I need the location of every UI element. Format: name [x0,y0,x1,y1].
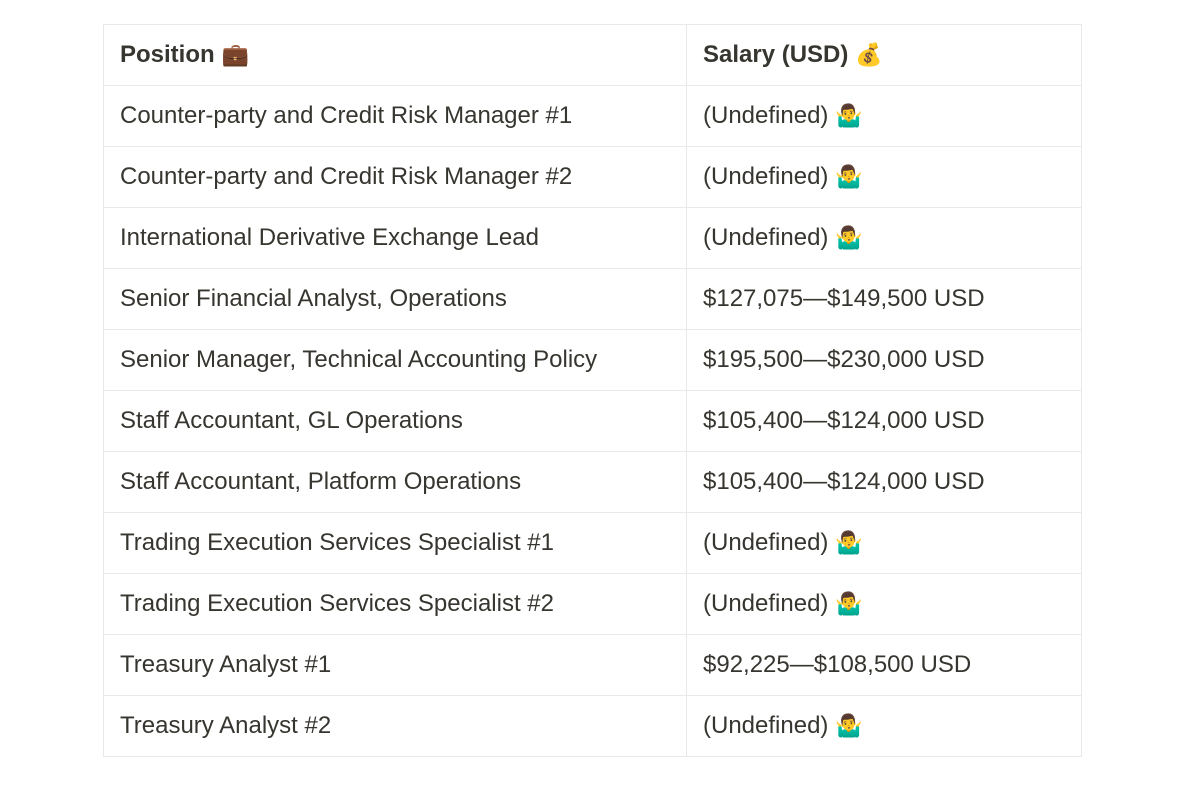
position-cell: Trading Execution Services Specialist #1 [103,512,687,574]
table-row: Staff Accountant, GL Operations $105,400—… [103,390,1082,452]
shrug-icon [835,530,862,556]
salary-cell: $127,075—$149,500 USD [686,268,1082,330]
table-body: Counter-party and Credit Risk Manager #1… [103,85,1082,757]
salary-text: $105,400—$124,000 USD [703,407,985,434]
position-text: Staff Accountant, Platform Operations [120,468,522,495]
salary-cell: (Undefined) [686,207,1082,269]
salary-text: (Undefined) [703,529,829,556]
table-header-row: Position Salary (USD) [103,24,1082,86]
salary-text: (Undefined) [703,102,829,129]
salary-cell: (Undefined) [686,85,1082,147]
position-cell: Staff Accountant, Platform Operations [103,451,687,513]
shrug-icon [835,225,862,251]
shrug-icon [835,713,862,739]
position-cell: Treasury Analyst #2 [103,695,687,757]
table-row: Trading Execution Services Specialist #2… [103,573,1082,635]
salary-text: (Undefined) [703,712,829,739]
position-cell: Treasury Analyst #1 [103,634,687,696]
position-text: International Derivative Exchange Lead [120,224,539,251]
position-text: Counter-party and Credit Risk Manager #2 [120,163,573,190]
table-row: Trading Execution Services Specialist #1… [103,512,1082,574]
table-row: Counter-party and Credit Risk Manager #2… [103,146,1082,208]
salary-text: (Undefined) [703,590,829,617]
salary-cell: $92,225—$108,500 USD [686,634,1082,696]
briefcase-icon [222,42,249,68]
salary-text: $92,225—$108,500 USD [703,651,972,678]
salary-table: Position Salary (USD) Counter-party and … [103,24,1082,757]
salary-cell: $105,400—$124,000 USD [686,451,1082,513]
salary-text: (Undefined) [703,224,829,251]
position-cell: International Derivative Exchange Lead [103,207,687,269]
position-cell: Staff Accountant, GL Operations [103,390,687,452]
salary-text: $105,400—$124,000 USD [703,468,985,495]
position-text: Senior Financial Analyst, Operations [120,285,507,312]
table-row: Senior Financial Analyst, Operations $127… [103,268,1082,330]
header-salary-label: Salary (USD) [703,41,849,68]
shrug-icon [835,164,862,190]
header-salary: Salary (USD) [686,24,1082,86]
table-row: Staff Accountant, Platform Operations $10… [103,451,1082,513]
position-text: Treasury Analyst #2 [120,712,332,739]
table-row: Counter-party and Credit Risk Manager #1… [103,85,1082,147]
position-text: Trading Execution Services Specialist #2 [120,590,554,617]
money-bag-icon [855,42,882,68]
position-text: Staff Accountant, GL Operations [120,407,463,434]
shrug-icon [835,591,862,617]
salary-cell: (Undefined) [686,573,1082,635]
salary-cell: $105,400—$124,000 USD [686,390,1082,452]
position-text: Treasury Analyst #1 [120,651,332,678]
salary-text: (Undefined) [703,163,829,190]
shrug-icon [835,103,862,129]
header-position-label: Position [120,41,215,68]
salary-text: $127,075—$149,500 USD [703,285,985,312]
table-row: Treasury Analyst #2 (Undefined) [103,695,1082,757]
position-cell: Senior Manager, Technical Accounting Pol… [103,329,687,391]
salary-text: $195,500—$230,000 USD [703,346,985,373]
salary-cell: (Undefined) [686,146,1082,208]
salary-cell: $195,500—$230,000 USD [686,329,1082,391]
salary-table-container: Position Salary (USD) Counter-party and … [103,24,1082,757]
position-cell: Counter-party and Credit Risk Manager #1 [103,85,687,147]
position-text: Senior Manager, Technical Accounting Pol… [120,346,598,373]
position-text: Trading Execution Services Specialist #1 [120,529,554,556]
position-cell: Senior Financial Analyst, Operations [103,268,687,330]
table-row: Treasury Analyst #1 $92,225—$108,500 USD [103,634,1082,696]
salary-cell: (Undefined) [686,695,1082,757]
table-row: International Derivative Exchange Lead (U… [103,207,1082,269]
position-cell: Trading Execution Services Specialist #2 [103,573,687,635]
salary-cell: (Undefined) [686,512,1082,574]
header-position: Position [103,24,687,86]
position-cell: Counter-party and Credit Risk Manager #2 [103,146,687,208]
table-row: Senior Manager, Technical Accounting Pol… [103,329,1082,391]
position-text: Counter-party and Credit Risk Manager #1 [120,102,573,129]
